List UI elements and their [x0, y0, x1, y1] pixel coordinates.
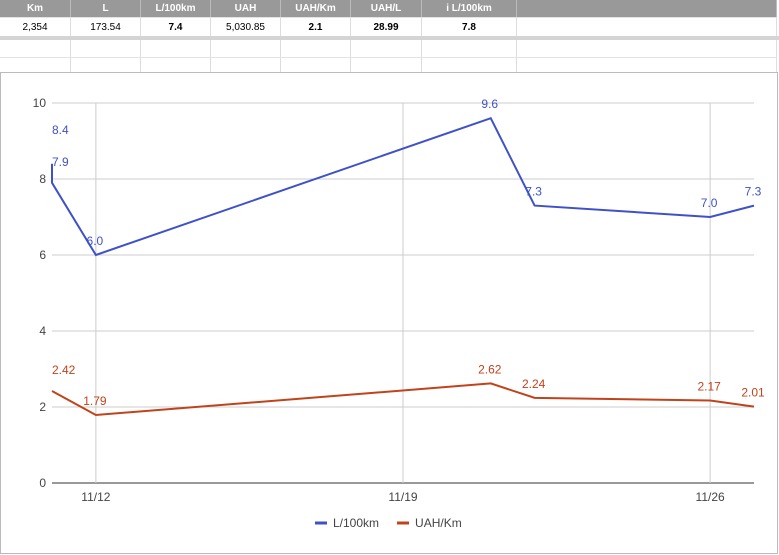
data-label: 2.24 [522, 377, 546, 391]
cell[interactable] [516, 0, 777, 18]
cell[interactable]: 173.54 [70, 17, 141, 39]
data-label: 7.3 [525, 185, 542, 199]
cell[interactable] [516, 38, 777, 58]
data-label: 9.6 [481, 97, 498, 111]
cell[interactable]: 7.8 [421, 17, 517, 39]
legend-label: L/100km [333, 516, 379, 530]
chart-frame [0, 72, 778, 554]
cell[interactable] [280, 38, 351, 58]
cell[interactable]: UAH [210, 0, 281, 18]
cell[interactable]: 28.99 [350, 17, 422, 39]
frozen-divider [0, 36, 779, 40]
cell[interactable]: 2.1 [280, 17, 351, 39]
cell[interactable]: UAH/L [350, 0, 422, 18]
cell[interactable]: L/100km [140, 0, 211, 18]
legend-label: UAH/Km [415, 516, 462, 530]
y-tick-label: 8 [39, 172, 46, 186]
cell[interactable]: 7.4 [140, 17, 211, 39]
data-label: 2.62 [478, 362, 502, 376]
y-tick-label: 6 [39, 248, 46, 262]
x-tick-label: 11/19 [388, 490, 417, 504]
data-label: 7.9 [52, 155, 69, 169]
cell[interactable] [210, 38, 281, 58]
y-tick-label: 4 [39, 324, 46, 338]
cell[interactable]: UAH/Km [280, 0, 351, 18]
cell[interactable] [516, 17, 777, 39]
data-label: 7.0 [701, 196, 718, 210]
data-label: 7.3 [745, 185, 762, 199]
cell[interactable]: Km [0, 0, 71, 18]
cell[interactable]: 5,030.85 [210, 17, 281, 39]
y-tick-label: 0 [39, 476, 46, 490]
cell[interactable] [350, 38, 422, 58]
x-tick-label: 11/12 [81, 490, 110, 504]
cell[interactable] [140, 38, 211, 58]
cell[interactable]: 2,354 [0, 17, 71, 39]
series-line [51, 116, 755, 257]
data-label: 8.4 [52, 123, 69, 137]
cell[interactable]: i L/100km [421, 0, 517, 18]
chart: 0 2 4 6 8 10 11/12 11/19 11/26 8.4 7.9 6.0 9.6 7.3 7.0… [0, 72, 778, 554]
cell[interactable] [70, 38, 141, 58]
data-label: 2.42 [52, 363, 76, 377]
y-tick-label: 2 [39, 400, 46, 414]
data-label: 2.01 [741, 386, 765, 400]
y-tick-label: 10 [33, 96, 47, 110]
spreadsheet: Km L L/100km UAH UAH/Km UAH/L i L/100km 2,354 17… [0, 0, 779, 76]
cell[interactable] [0, 38, 71, 58]
sheet-table: Km L L/100km UAH UAH/Km UAH/L i L/100km 2,354 17… [0, 0, 777, 76]
series-line [51, 382, 755, 417]
data-label: 2.17 [697, 380, 721, 394]
data-label: 1.79 [83, 394, 107, 408]
cell[interactable]: L [70, 0, 141, 18]
x-tick-label: 11/26 [696, 490, 725, 504]
cell[interactable] [421, 38, 517, 58]
data-label: 6.0 [87, 234, 104, 248]
